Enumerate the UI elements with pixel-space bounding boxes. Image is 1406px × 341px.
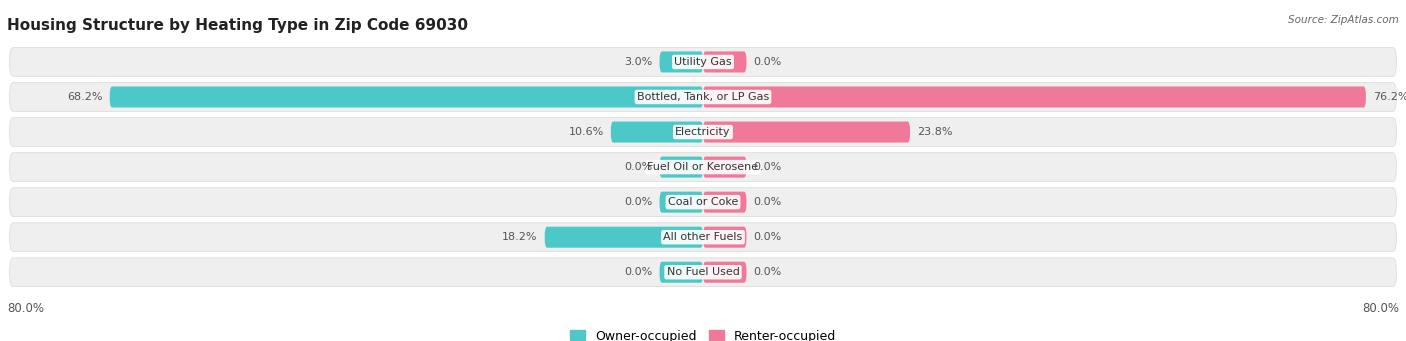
Text: Electricity: Electricity — [675, 127, 731, 137]
FancyBboxPatch shape — [110, 87, 703, 107]
FancyBboxPatch shape — [10, 48, 1396, 76]
Text: 0.0%: 0.0% — [624, 267, 652, 277]
Text: Utility Gas: Utility Gas — [675, 57, 731, 67]
FancyBboxPatch shape — [659, 192, 703, 213]
Text: All other Fuels: All other Fuels — [664, 232, 742, 242]
Text: 0.0%: 0.0% — [754, 267, 782, 277]
FancyBboxPatch shape — [703, 262, 747, 283]
Text: 10.6%: 10.6% — [568, 127, 603, 137]
Text: Source: ZipAtlas.com: Source: ZipAtlas.com — [1288, 15, 1399, 25]
FancyBboxPatch shape — [10, 258, 1396, 286]
Text: 23.8%: 23.8% — [917, 127, 952, 137]
Text: Fuel Oil or Kerosene: Fuel Oil or Kerosene — [647, 162, 759, 172]
Text: 76.2%: 76.2% — [1372, 92, 1406, 102]
FancyBboxPatch shape — [10, 118, 1396, 146]
FancyBboxPatch shape — [703, 227, 747, 248]
FancyBboxPatch shape — [10, 223, 1396, 252]
Text: Housing Structure by Heating Type in Zip Code 69030: Housing Structure by Heating Type in Zip… — [7, 18, 468, 33]
Text: 68.2%: 68.2% — [67, 92, 103, 102]
Text: 80.0%: 80.0% — [7, 302, 44, 315]
Text: 0.0%: 0.0% — [754, 162, 782, 172]
Text: 3.0%: 3.0% — [624, 57, 652, 67]
Text: Bottled, Tank, or LP Gas: Bottled, Tank, or LP Gas — [637, 92, 769, 102]
FancyBboxPatch shape — [659, 262, 703, 283]
FancyBboxPatch shape — [610, 121, 703, 143]
Text: Coal or Coke: Coal or Coke — [668, 197, 738, 207]
FancyBboxPatch shape — [10, 153, 1396, 181]
Text: 0.0%: 0.0% — [754, 197, 782, 207]
FancyBboxPatch shape — [703, 192, 747, 213]
Text: No Fuel Used: No Fuel Used — [666, 267, 740, 277]
FancyBboxPatch shape — [659, 51, 703, 73]
FancyBboxPatch shape — [703, 121, 910, 143]
FancyBboxPatch shape — [703, 157, 747, 178]
FancyBboxPatch shape — [703, 87, 1365, 107]
Text: 80.0%: 80.0% — [1362, 302, 1399, 315]
Text: 18.2%: 18.2% — [502, 232, 537, 242]
Text: 0.0%: 0.0% — [754, 232, 782, 242]
Text: 0.0%: 0.0% — [624, 197, 652, 207]
FancyBboxPatch shape — [703, 51, 747, 73]
Text: 0.0%: 0.0% — [754, 57, 782, 67]
Text: 0.0%: 0.0% — [624, 162, 652, 172]
FancyBboxPatch shape — [544, 227, 703, 248]
FancyBboxPatch shape — [10, 188, 1396, 217]
FancyBboxPatch shape — [10, 83, 1396, 112]
FancyBboxPatch shape — [659, 157, 703, 178]
Legend: Owner-occupied, Renter-occupied: Owner-occupied, Renter-occupied — [569, 329, 837, 341]
